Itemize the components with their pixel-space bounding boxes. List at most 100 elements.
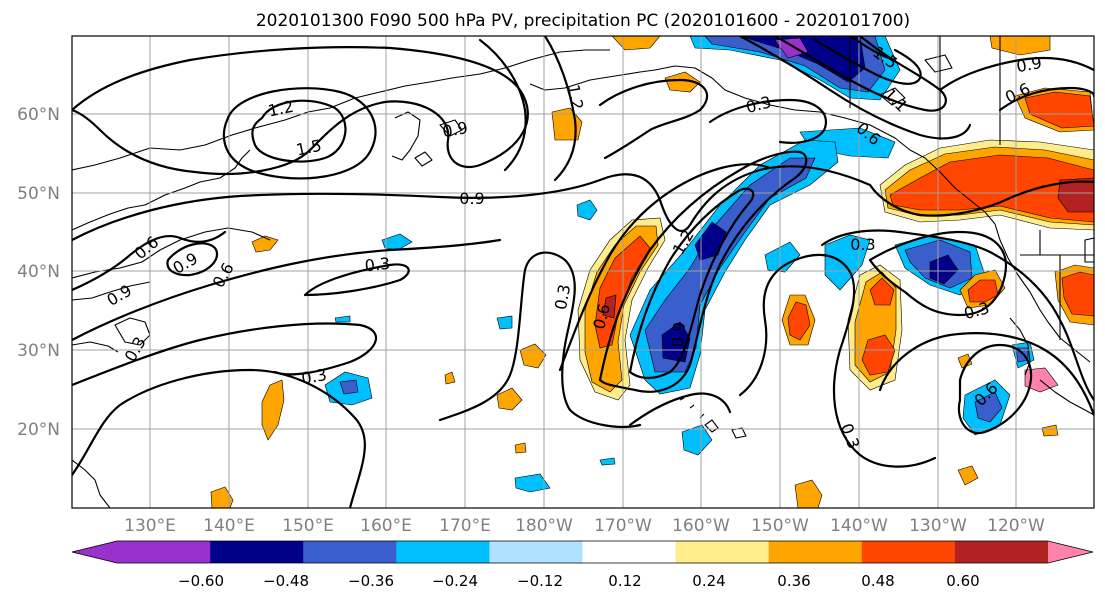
contour-label: 0.9	[668, 321, 689, 348]
contour-label: 0.3	[300, 365, 328, 388]
contour-label: 0.3	[551, 283, 574, 311]
positive-anomaly-far-east-2	[1041, 424, 1059, 437]
contour-label: 0.9	[459, 189, 484, 208]
contour-label: 1.5	[294, 136, 323, 160]
positive-anomaly-nw-canada	[989, 36, 1051, 56]
colorbar-tick-label: 0.36	[777, 572, 810, 590]
lon-label: 160°W	[672, 516, 730, 536]
positive-anomaly-west-d	[496, 387, 523, 411]
lon-label: 160°E	[360, 516, 412, 536]
colorbar-tick-label: 0.24	[692, 572, 725, 590]
colorbar-tick-labels: −0.60 −0.48 −0.36 −0.24 −0.12 0.12 0.24 …	[178, 572, 980, 590]
negative-anomaly-small-e	[514, 473, 551, 493]
positive-anomaly-east-e	[1024, 367, 1059, 393]
pv-contours	[72, 36, 1094, 508]
contour-label: 0.3	[850, 235, 875, 254]
pv-contour-0.9-mid	[72, 165, 872, 242]
lon-label: 170°E	[439, 516, 491, 536]
colorbar-swatch	[396, 541, 490, 563]
colorbar-swatch	[675, 541, 770, 563]
positive-anomaly-east-d-core	[1061, 271, 1094, 317]
lat-label: 30°N	[17, 341, 60, 361]
negative-anomaly-mexico-core	[974, 391, 1003, 423]
pv-contour-1.2-bering	[543, 36, 577, 182]
lon-label: 120°W	[987, 516, 1045, 536]
gridlines	[72, 36, 1094, 508]
precipitation-shading	[210, 36, 1094, 508]
colorbar-outline	[71, 540, 1094, 564]
positive-anomaly-bering	[664, 71, 701, 93]
colorbar	[71, 540, 1094, 564]
lat-label: 40°N	[17, 262, 60, 282]
lat-label: 50°N	[17, 184, 60, 204]
pv-contour-0.3-central	[438, 251, 642, 428]
colorbar-swatch	[768, 541, 863, 563]
colorbar-tick-label: −0.12	[517, 572, 563, 590]
positive-anomaly-east-a-top	[869, 277, 895, 306]
lon-label: 170°W	[594, 516, 652, 536]
pv-contour-1.2-east-band	[868, 180, 1094, 217]
longitude-labels: 130°E 140°E 150°E 160°E 170°E 180°W 170°…	[124, 516, 1045, 536]
colorbar-swatch	[489, 541, 583, 563]
latitude-labels: 60°N 50°N 40°N 30°N 20°N	[17, 105, 60, 440]
colorbar-swatch	[210, 541, 304, 563]
colorbar-swatch	[303, 541, 397, 563]
negative-anomaly-small-d	[496, 315, 513, 330]
pv-contour-0.6-mid-west	[72, 238, 502, 342]
colorbar-swatch	[72, 541, 211, 563]
contour-label: 0.3	[364, 254, 391, 276]
pv-contour-1.2-trough	[628, 187, 755, 380]
colorbar-swatch	[582, 541, 677, 563]
pv-contour-0.3-east-loop	[820, 229, 1094, 402]
positive-anomaly-west-g	[444, 371, 456, 385]
lon-label: 140°W	[830, 516, 888, 536]
negative-anomaly-west-pacific-core	[339, 379, 359, 395]
figure-title: 2020101300 F090 500 hPa PV, precipitatio…	[256, 11, 910, 31]
negative-anomaly-small-f	[599, 457, 616, 466]
colorbar-tick-label: −0.48	[263, 572, 309, 590]
pv-contour-0.6-west	[72, 230, 227, 292]
pv-contour-1.2-alaska-1	[738, 36, 972, 140]
pv-contour-1.2-alaska-4	[848, 36, 897, 62]
contour-label: 1.2	[564, 83, 587, 111]
colorbar-tick-label: −0.36	[348, 572, 394, 590]
positive-anomaly-frontal-band-max	[602, 294, 617, 319]
positive-anomaly-west-e	[210, 486, 234, 508]
negative-anomaly-gulf-of-alaska-max	[774, 37, 809, 59]
positive-anomaly-pacific-northwest-strong	[889, 154, 1094, 223]
colorbar-tick-label: −0.60	[178, 572, 224, 590]
lon-label: 130°W	[909, 516, 967, 536]
lon-label: 180°W	[515, 516, 573, 536]
pv-contour-1.5-west	[251, 99, 347, 163]
colorbar-swatch	[954, 541, 1049, 563]
colorbar-tick-label: 0.60	[946, 572, 979, 590]
negative-anomaly-off-california-strong	[929, 254, 959, 285]
lat-label: 60°N	[17, 105, 60, 125]
pv-contour-0.3-inner	[303, 263, 410, 297]
positive-anomaly-west-f	[514, 442, 527, 454]
negative-anomaly-small-c	[576, 199, 598, 221]
pv-contour-0.6-southeast	[957, 343, 1033, 435]
positive-anomaly-hawaii-south	[794, 479, 823, 508]
pv-contour-0.9-north	[72, 46, 529, 176]
positive-anomaly-bering-north	[611, 36, 661, 51]
pv-contour-0.6-central	[558, 163, 772, 372]
pv-contour-0.6-east	[868, 230, 1007, 317]
negative-anomaly-hawaii	[681, 424, 713, 456]
pv-contour-0.9-northeast	[938, 56, 1094, 92]
pv-contour-0.9-bering-west	[478, 38, 527, 172]
colorbar-tick-label: 0.48	[861, 572, 894, 590]
positive-anomaly-far-east	[957, 465, 979, 486]
pv-contour-0.3-east-trough	[738, 253, 937, 468]
colorbar-tick-label: 0.12	[608, 572, 641, 590]
pv-contour-0.9-west-small	[166, 242, 218, 277]
pv-contour-0.6-hawaii	[628, 392, 732, 427]
colorbar-swatch	[1048, 541, 1093, 563]
lon-label: 140°E	[203, 516, 255, 536]
contour-label: 0.9	[1015, 53, 1043, 76]
negative-anomaly-small-g	[334, 315, 351, 323]
pv-contour-0.3-southwest	[72, 368, 366, 508]
lon-label: 150°W	[751, 516, 809, 536]
pv-contour-0.3-west	[72, 322, 378, 387]
pv-contour-1.2-alaska-3	[813, 38, 922, 85]
